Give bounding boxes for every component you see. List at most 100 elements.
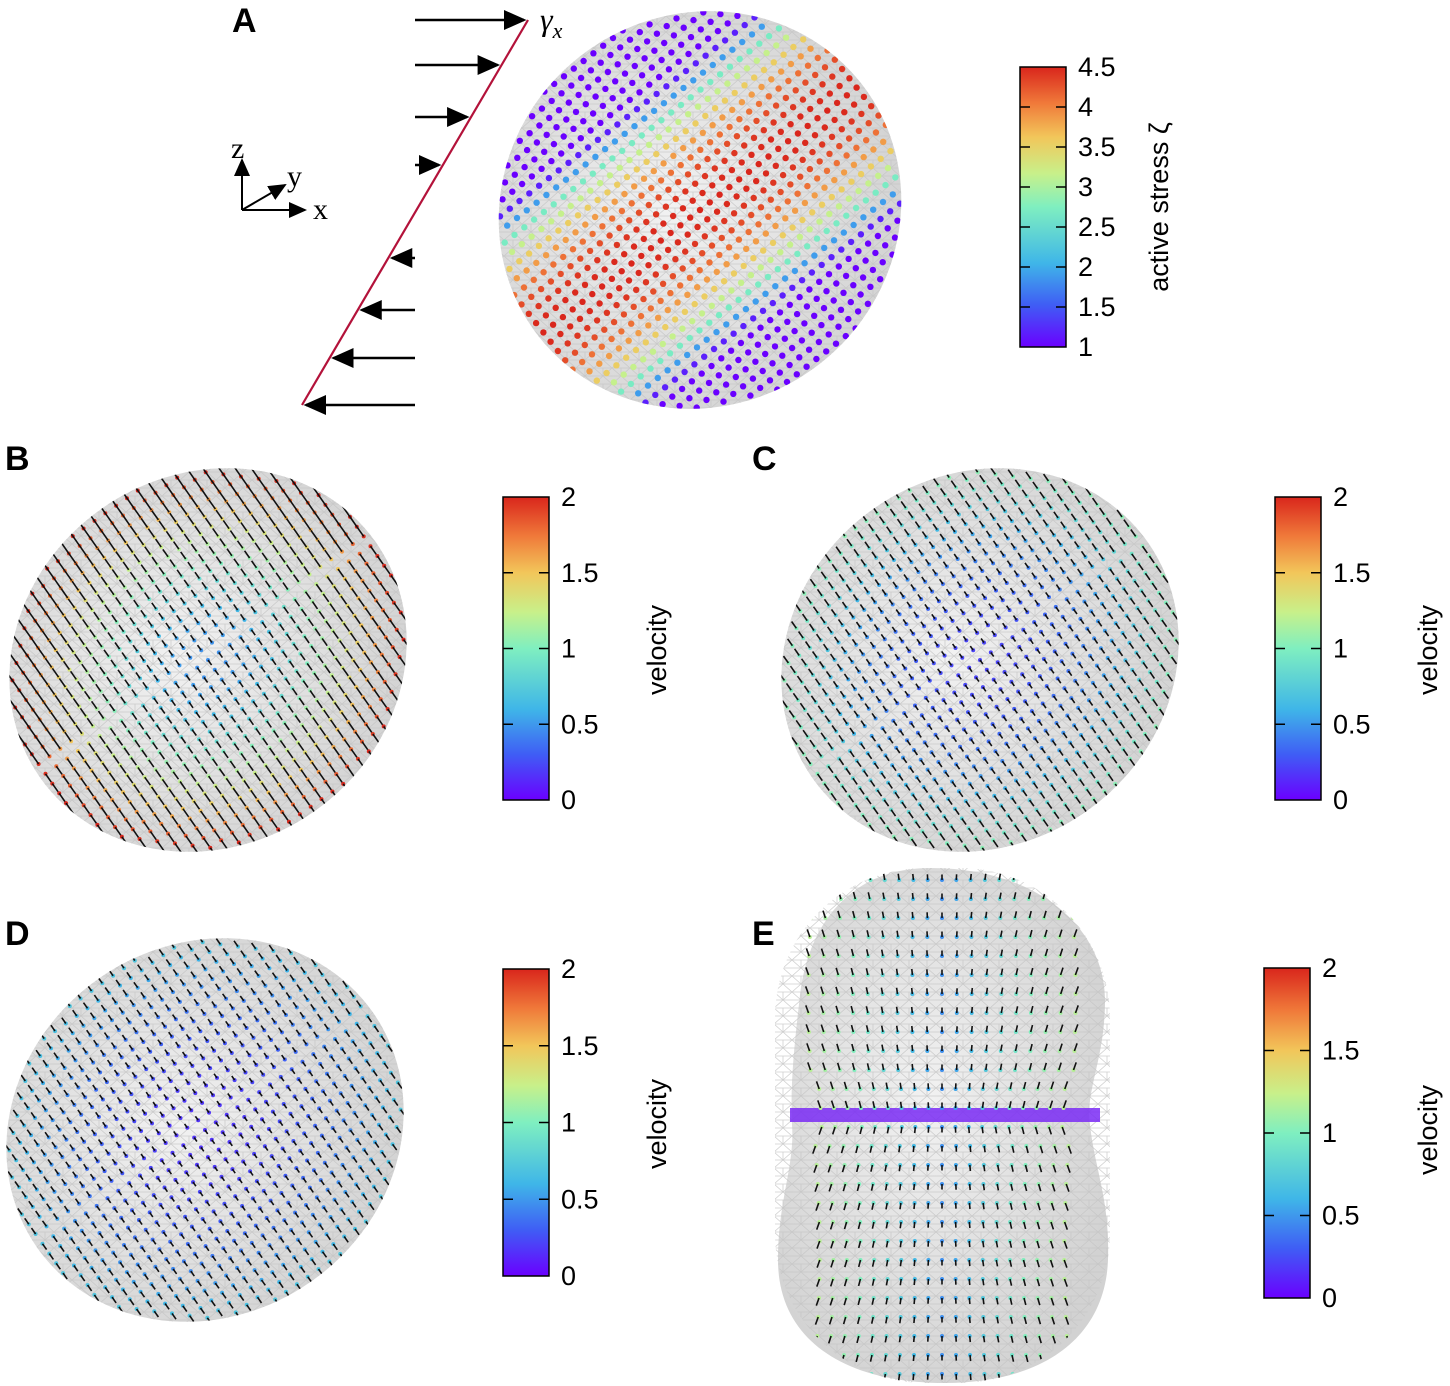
velocity-arrow [70, 626, 79, 636]
velocity-arrow [160, 1066, 165, 1072]
velocity-arrow [250, 560, 258, 569]
velocity-arrow [96, 1022, 102, 1029]
velocity-arrow [24, 698, 34, 711]
stress-node [821, 124, 828, 131]
velocity-arrow [104, 604, 111, 613]
velocity-arrow [217, 1309, 223, 1317]
stress-node [717, 10, 724, 18]
velocity-arrow [271, 1271, 277, 1279]
velocity-arrow [805, 756, 812, 765]
velocity-arrow [1046, 501, 1052, 509]
stress-node [545, 235, 552, 242]
velocity-arrow [843, 673, 849, 680]
stress-node [843, 92, 851, 99]
velocity-arrow [1160, 664, 1167, 672]
stress-node [662, 323, 669, 331]
stress-node [708, 242, 716, 249]
velocity-arrow [89, 1012, 95, 1019]
velocity-arrow [1012, 752, 1018, 759]
velocity-arrow [1050, 784, 1057, 792]
stress-node [779, 171, 787, 179]
velocity-arrow [279, 623, 285, 631]
velocity-arrow [116, 1096, 122, 1103]
stress-node [809, 148, 816, 156]
velocity-arrow [16, 1092, 23, 1099]
stress-node [596, 240, 603, 247]
velocity-arrow [239, 475, 249, 487]
velocity-arrow [157, 1039, 162, 1045]
velocity-arrow [311, 761, 319, 772]
velocity-arrow [901, 663, 906, 670]
velocity-arrow [121, 652, 128, 660]
velocity-arrow [264, 764, 272, 774]
velocity-arrow [161, 1276, 167, 1283]
stress-node [640, 175, 648, 182]
velocity-arrow [146, 1300, 153, 1308]
velocity-arrow [821, 688, 828, 696]
velocity-arrow [1017, 691, 1022, 697]
velocity-arrow [986, 484, 993, 493]
velocity-arrow [126, 543, 134, 553]
colorbar-tick-label: 1.5 [1333, 558, 1371, 588]
velocity-arrow [40, 674, 49, 686]
velocity-arrow [140, 1153, 145, 1159]
stress-node [542, 312, 550, 319]
stress-node [763, 110, 770, 117]
velocity-arrow [142, 705, 148, 713]
velocity-arrow [286, 749, 294, 759]
cell-shell-a [480, 0, 920, 420]
velocity-arrow [830, 608, 837, 616]
stress-node [692, 180, 699, 187]
velocity-arrow [195, 1071, 200, 1077]
stress-node [728, 227, 735, 234]
velocity-arrow [910, 722, 915, 729]
velocity-arrow [1005, 605, 1011, 611]
stress-node [703, 276, 711, 283]
velocity-arrow [1014, 663, 1019, 670]
velocity-arrow [1123, 519, 1130, 528]
stress-node [748, 151, 755, 158]
velocity-arrow [59, 1245, 65, 1253]
velocity-arrow [178, 1068, 183, 1074]
stress-node [661, 39, 668, 47]
velocity-arrow [100, 621, 107, 630]
velocity-arrow [253, 656, 259, 663]
velocity-arrow [235, 1151, 240, 1157]
velocity-arrow [140, 564, 148, 573]
stress-node [782, 154, 789, 162]
velocity-arrow [1078, 662, 1084, 669]
velocity-arrow [163, 1093, 168, 1099]
velocity-arrow [205, 748, 211, 757]
stress-node [627, 380, 635, 388]
velocity-arrow [332, 630, 339, 640]
velocity-arrow [199, 1191, 204, 1197]
velocity-arrow [324, 503, 333, 516]
velocity-arrow [111, 997, 117, 1004]
stress-node [589, 170, 596, 177]
velocity-arrow [1054, 767, 1060, 774]
velocity-arrow [60, 1062, 66, 1069]
velocity-arrow [161, 778, 169, 788]
colorbar-tick-label: 1.5 [561, 558, 599, 588]
stress-node [572, 289, 579, 296]
velocity-arrow [844, 628, 851, 636]
stress-node [557, 330, 564, 338]
velocity-arrow [1166, 673, 1174, 682]
stress-node [549, 321, 557, 328]
velocity-arrow [828, 698, 835, 705]
velocity-arrow [1052, 695, 1058, 702]
stress-node [729, 46, 736, 53]
velocity-arrow [210, 686, 216, 693]
velocity-arrow [161, 1159, 166, 1165]
velocity-arrow [1111, 640, 1117, 647]
velocity-arrow [960, 563, 966, 570]
velocity-arrow [145, 732, 152, 740]
velocity-arrow [325, 1233, 331, 1241]
velocity-arrow [199, 694, 205, 701]
stress-node [624, 113, 631, 121]
stress-node [597, 59, 604, 66]
stress-node [860, 153, 867, 161]
velocity-arrow [144, 546, 152, 556]
stress-node [756, 40, 763, 47]
velocity-arrow [150, 1029, 155, 1035]
